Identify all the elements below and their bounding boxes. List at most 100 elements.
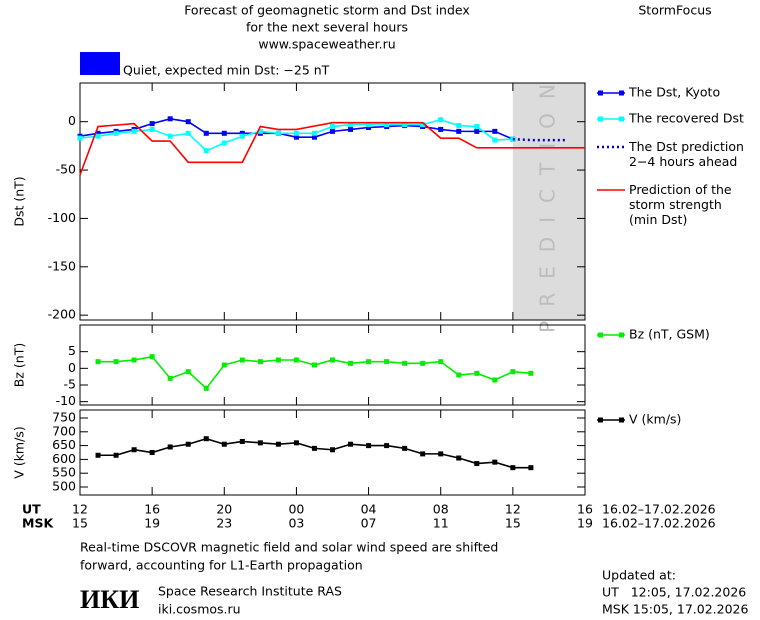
point bbox=[311, 445, 317, 451]
point bbox=[203, 148, 209, 154]
logo: ИКИ bbox=[80, 585, 139, 614]
plot-frame bbox=[79, 409, 586, 496]
point bbox=[203, 436, 209, 442]
y-tick-label: -150 bbox=[48, 258, 76, 273]
x-tick-label: 16 bbox=[144, 502, 160, 517]
point bbox=[366, 443, 372, 449]
x-tick-label: 23 bbox=[216, 516, 232, 531]
series-line bbox=[512, 137, 567, 142]
x-tick-label: 07 bbox=[361, 516, 377, 531]
x-tick-label: 19 bbox=[577, 516, 593, 531]
point bbox=[185, 130, 191, 136]
point bbox=[456, 128, 462, 134]
point bbox=[167, 444, 173, 450]
point bbox=[384, 359, 390, 365]
point bbox=[311, 362, 317, 368]
point bbox=[167, 375, 173, 381]
point bbox=[293, 134, 299, 140]
point bbox=[420, 451, 426, 457]
legend-marker bbox=[598, 417, 603, 423]
point bbox=[257, 128, 263, 134]
point bbox=[348, 126, 354, 132]
point bbox=[492, 459, 498, 465]
y-axis-label: V (km/s) bbox=[12, 426, 27, 478]
point bbox=[239, 133, 245, 139]
point bbox=[167, 133, 173, 139]
x-tick-label: 15 bbox=[72, 516, 88, 531]
point bbox=[474, 370, 480, 376]
point bbox=[420, 360, 426, 366]
point bbox=[95, 133, 101, 139]
legend-label: The Dst prediction 2−4 hours ahead bbox=[628, 139, 744, 169]
point bbox=[221, 362, 227, 368]
point bbox=[456, 372, 462, 378]
point bbox=[221, 130, 227, 136]
point bbox=[131, 447, 137, 453]
point bbox=[474, 461, 480, 467]
title-line: Forecast of geomagnetic storm and Dst in… bbox=[184, 3, 470, 18]
point bbox=[185, 369, 191, 375]
point bbox=[366, 122, 372, 128]
point bbox=[348, 441, 354, 447]
point bbox=[203, 385, 209, 391]
legend-marker bbox=[598, 332, 603, 338]
x-tick-label: 20 bbox=[216, 502, 232, 517]
y-axis-label: Dst (nT) bbox=[12, 176, 27, 226]
point bbox=[384, 443, 390, 449]
point bbox=[239, 438, 245, 444]
point bbox=[293, 357, 299, 363]
y-tick-label: -50 bbox=[56, 162, 76, 177]
legend-label: Prediction of the storm strength (min Dst) bbox=[629, 182, 732, 227]
plot-frame bbox=[79, 82, 586, 321]
updated-title: Updated at: bbox=[602, 568, 676, 583]
point bbox=[510, 465, 516, 471]
y-tick-label: -5 bbox=[64, 377, 76, 392]
point bbox=[221, 140, 227, 146]
point bbox=[275, 130, 281, 136]
point bbox=[330, 357, 335, 363]
point bbox=[456, 455, 462, 461]
point bbox=[420, 122, 426, 128]
point bbox=[131, 128, 137, 134]
point bbox=[402, 360, 408, 366]
point bbox=[149, 450, 155, 455]
note-line: forward, accounting for L1-Earth propaga… bbox=[80, 558, 363, 573]
point bbox=[348, 360, 354, 366]
legend-marker bbox=[619, 417, 624, 423]
x-tick-label: 00 bbox=[288, 502, 304, 517]
y-tick-label: -200 bbox=[48, 307, 76, 322]
point bbox=[113, 130, 119, 136]
y-tick-label: 750 bbox=[52, 410, 76, 425]
updated-line: UT 12:05, 17.02.2026 bbox=[602, 585, 746, 600]
point bbox=[402, 122, 408, 128]
point bbox=[167, 116, 173, 122]
point bbox=[402, 445, 408, 451]
point bbox=[510, 369, 516, 375]
point bbox=[366, 359, 372, 365]
x-tick-label: 12 bbox=[505, 502, 521, 517]
point bbox=[239, 357, 245, 363]
point bbox=[113, 452, 119, 458]
point bbox=[492, 137, 498, 143]
point bbox=[528, 465, 534, 471]
point bbox=[366, 124, 372, 130]
point bbox=[203, 130, 209, 136]
series-line bbox=[98, 355, 531, 390]
updated-line: MSK 15:05, 17.02.2026 bbox=[602, 602, 748, 617]
point bbox=[330, 124, 335, 130]
institute: Space Research Institute RAS bbox=[158, 584, 342, 599]
series-line bbox=[79, 121, 585, 176]
point bbox=[185, 441, 191, 447]
legend-marker bbox=[619, 90, 624, 96]
point bbox=[275, 357, 281, 363]
point bbox=[311, 130, 317, 136]
point bbox=[95, 130, 101, 136]
legend-label: Bz (nT, GSM) bbox=[629, 327, 710, 342]
title-line: www.spaceweather.ru bbox=[258, 37, 395, 52]
site: iki.cosmos.ru bbox=[158, 602, 241, 617]
point bbox=[311, 134, 317, 140]
point bbox=[528, 370, 534, 376]
point bbox=[293, 130, 299, 136]
y-tick-label: 700 bbox=[52, 423, 76, 438]
